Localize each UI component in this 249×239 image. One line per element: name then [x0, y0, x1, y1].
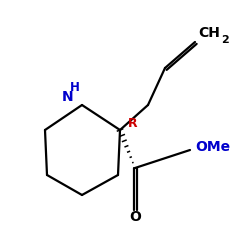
Text: N: N	[62, 90, 74, 104]
Text: CH: CH	[198, 26, 220, 40]
Text: R: R	[128, 116, 138, 130]
Text: OMe: OMe	[195, 140, 230, 154]
Text: 2: 2	[221, 35, 229, 45]
Text: H: H	[70, 81, 80, 93]
Text: O: O	[129, 210, 141, 224]
